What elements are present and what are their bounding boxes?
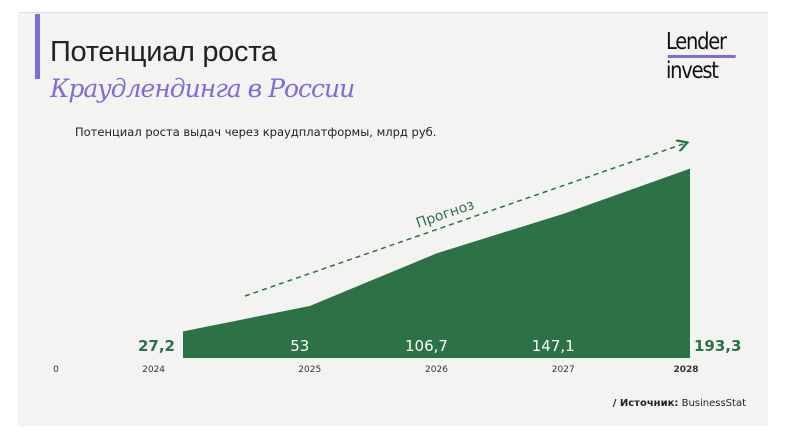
- x-tick-2025: 2025: [298, 365, 321, 375]
- x-tick-2026: 2026: [425, 365, 448, 375]
- page-subtitle: Краудлендинга в России: [50, 74, 355, 103]
- forecast-arrow: [244, 143, 686, 297]
- data-label-2026: 106,7: [405, 337, 448, 355]
- y-tick-0: 0: [53, 365, 59, 375]
- data-label-2027: 147,1: [532, 337, 575, 355]
- data-label-2028: 193,3: [694, 337, 741, 355]
- x-tick-2024: 2024: [142, 365, 165, 375]
- area-series: [183, 168, 690, 358]
- source-label: / Источник:: [612, 398, 679, 409]
- page-title: Потенциал роста: [50, 36, 277, 68]
- x-tick-2028: 2028: [673, 365, 698, 375]
- data-label-2025: 53: [290, 337, 309, 355]
- chart-title: Потенциал роста выдач через краудплатфор…: [75, 125, 437, 139]
- source-note: / Источник: BusinessStat: [613, 398, 746, 409]
- lender-invest-logo: Lender invest: [666, 30, 743, 83]
- accent-bar: [35, 14, 40, 79]
- logo-divider: [667, 55, 736, 58]
- logo-line1: Lender: [666, 29, 727, 55]
- x-tick-2027: 2027: [552, 365, 575, 375]
- data-label-2024: 27,2: [138, 337, 175, 355]
- logo-line2: invest: [666, 58, 719, 84]
- source-value: BusinessStat: [681, 398, 746, 409]
